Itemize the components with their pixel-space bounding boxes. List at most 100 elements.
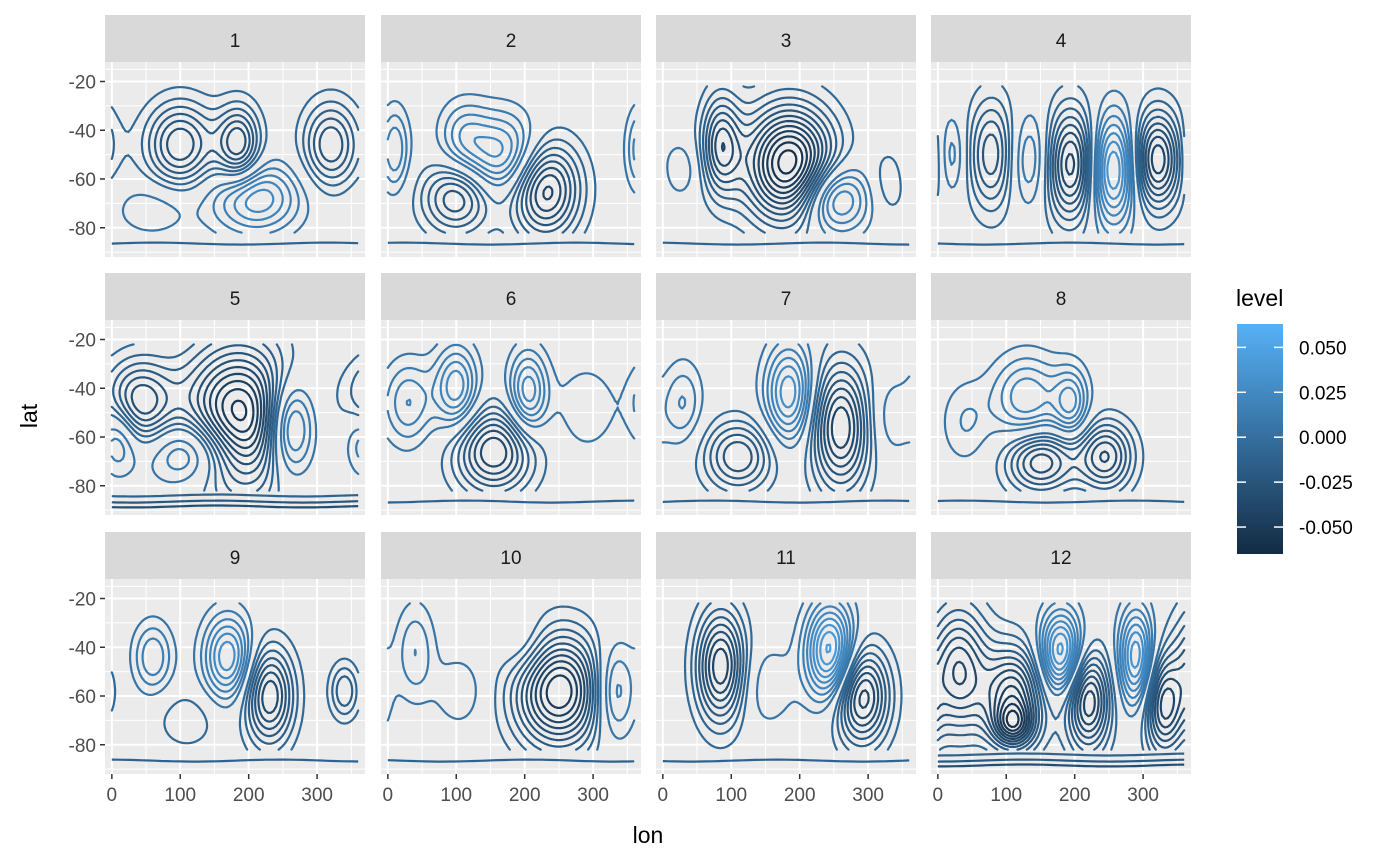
facet-panel-6: 6 (381, 273, 641, 515)
contour-level-line (826, 182, 862, 225)
contour-level-line (777, 149, 798, 175)
facet-strip-label: 4 (1056, 31, 1067, 52)
contour-level-line (217, 640, 236, 672)
contour-level-line (1099, 450, 1110, 464)
contour-level-line (386, 93, 636, 197)
contour-level-line (683, 602, 903, 751)
legend-tick-label: -0.050 (1299, 518, 1353, 539)
contour-level-line (244, 188, 275, 213)
contour-level-line (110, 86, 360, 197)
contour-level-line (936, 602, 1186, 751)
facet-strip (931, 532, 1191, 579)
contour-level-line (118, 344, 275, 485)
contour-band-line (111, 499, 359, 504)
contour-level-line (766, 135, 808, 189)
x-tick-label: 0 (933, 785, 944, 806)
contour-band-line (937, 758, 1185, 763)
contour-band-line (662, 499, 910, 504)
contour-level-line (999, 694, 1026, 735)
y-tick-label: -80 (69, 219, 96, 240)
x-tick-label: 100 (440, 785, 472, 806)
contour-level-line (959, 357, 1089, 432)
contour-band-line (111, 241, 359, 246)
contour-level-line (1041, 608, 1151, 699)
contour-level-line (1100, 132, 1127, 209)
contour-level-line (413, 648, 623, 699)
facet-strip (105, 15, 365, 62)
facet-strip-label: 10 (500, 548, 521, 569)
contour-level-line (797, 602, 855, 704)
contour-level-line (405, 360, 542, 411)
contour-level-line (401, 620, 633, 722)
contour-level-line (1043, 614, 1149, 692)
x-tick-label: 200 (233, 785, 265, 806)
contour-level-line (386, 602, 636, 740)
facet-strip (931, 273, 1191, 320)
contour-level-line (710, 114, 824, 210)
facet-panel-2: 2 (381, 15, 641, 257)
contour-level-line (159, 119, 344, 169)
contour-level-line (509, 628, 597, 751)
contour-band-line (387, 758, 635, 763)
legend-tick-label: 0.025 (1299, 383, 1347, 404)
y-tick-label: -60 (69, 687, 96, 708)
contour-level-line (712, 647, 870, 709)
contour-band-line (937, 763, 1185, 768)
contour-level-line (386, 343, 636, 452)
contour-level-line (440, 397, 548, 492)
contour-level-line (445, 369, 537, 403)
contour-lines (936, 85, 1186, 246)
contour-lines (937, 344, 1185, 504)
contour-level-line (809, 611, 846, 684)
contour-level-line (698, 616, 887, 740)
contour-level-line (212, 167, 300, 234)
facet-strip-label: 1 (230, 31, 241, 52)
contour-level-line (1060, 135, 1170, 189)
contour-level-line (203, 365, 266, 457)
contour-level-line (515, 635, 595, 748)
contour-level-line (698, 87, 844, 234)
facet-strip (381, 532, 641, 579)
facet-panel-1: 1 -20 -40 -60 -80 (69, 15, 365, 257)
contour-band-line (937, 241, 1185, 246)
x-tick-label: 0 (658, 785, 669, 806)
contour-level-line (457, 412, 530, 492)
contour-level-line (996, 684, 1028, 738)
contour-level-line (952, 660, 1176, 740)
contour-lines (386, 343, 636, 504)
contour-level-line (147, 105, 355, 180)
contour-level-line (832, 190, 855, 216)
contour-level-line (1016, 429, 1127, 486)
contour-level-line (386, 113, 636, 175)
contour-level-line (112, 343, 278, 492)
contour-level-line (166, 127, 247, 161)
contour-level-line (948, 104, 1133, 234)
contour-level-line (941, 646, 1182, 743)
contour-level-line (1002, 702, 1023, 732)
y-tick-label: -40 (69, 121, 96, 142)
contour-level-line (779, 375, 797, 409)
contour-level-line (1048, 626, 1145, 678)
contour-level-line (494, 605, 602, 751)
contour-level-line (473, 429, 514, 475)
contour-level-line (427, 146, 582, 234)
contour-level-line (110, 389, 360, 484)
contour-lines (662, 85, 910, 246)
contour-level-line (223, 174, 292, 229)
contour-lines (662, 602, 910, 763)
contour-level-line (722, 379, 863, 476)
y-tick-label: -80 (69, 736, 96, 757)
facet-strip (381, 15, 641, 62)
facet-panel-8: 8 (931, 273, 1191, 515)
contour-level-line (479, 436, 508, 468)
contour-level-line (761, 130, 812, 195)
x-tick-label: 100 (164, 785, 196, 806)
contour-level-line (386, 343, 636, 438)
contour-level-line (124, 351, 271, 475)
contour-lines (936, 602, 1186, 768)
x-tick-label: 200 (784, 785, 816, 806)
facet-strip-label: 7 (781, 289, 792, 310)
contour-level-line (542, 185, 554, 201)
contour-band-line (111, 758, 359, 763)
